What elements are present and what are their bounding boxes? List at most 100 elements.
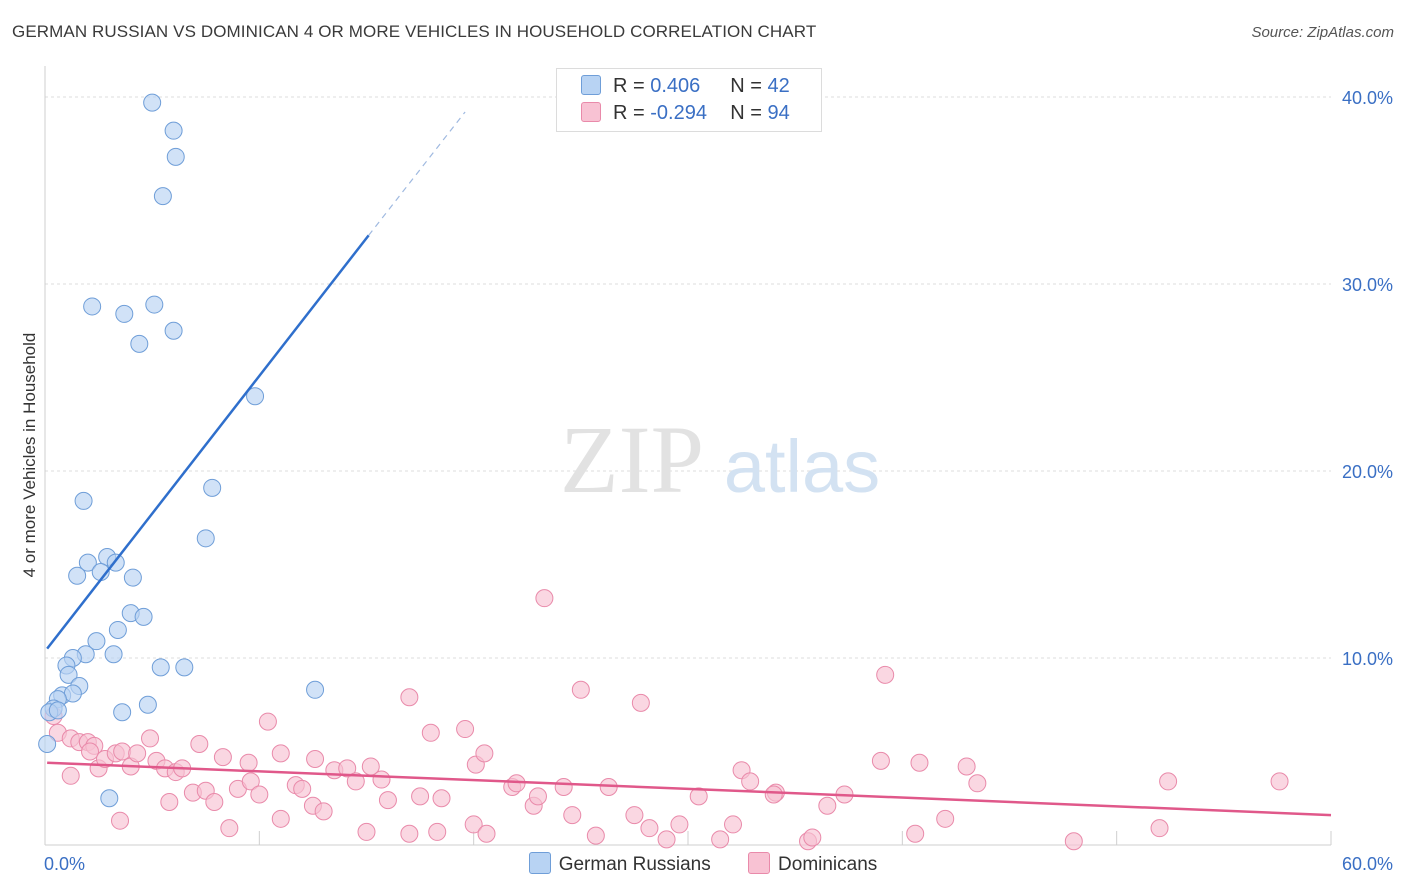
data-point <box>586 826 605 845</box>
data-point <box>314 802 333 821</box>
watermark: ZIP atlas <box>560 406 880 513</box>
data-point <box>220 819 239 838</box>
data-point <box>246 387 265 406</box>
data-point <box>203 478 222 497</box>
data-point <box>81 742 100 761</box>
legend-item-dominicans: Dominicans <box>748 852 877 876</box>
legend-item-german-russians: German Russians <box>528 852 711 876</box>
data-point <box>111 811 130 830</box>
n-value: 42 <box>767 75 790 97</box>
data-point <box>428 822 447 841</box>
r-value: -0.294 <box>650 102 707 124</box>
data-point <box>871 751 890 770</box>
data-point <box>271 744 290 763</box>
data-point <box>1270 772 1289 791</box>
data-point <box>357 822 376 841</box>
data-point <box>83 297 102 316</box>
data-point <box>138 695 157 714</box>
x-tick-label: 60.0% <box>1342 854 1393 874</box>
data-point <box>123 568 142 587</box>
data-point <box>160 792 179 811</box>
data-point <box>640 819 659 838</box>
data-point <box>205 792 224 811</box>
trend-lines <box>46 111 1332 817</box>
pink-swatch <box>581 102 601 122</box>
chart-title: GERMAN RUSSIAN VS DOMINICAN 4 OR MORE VE… <box>12 22 817 41</box>
data-point <box>464 815 483 834</box>
data-point <box>372 770 391 789</box>
data-point <box>250 785 269 804</box>
data-point <box>477 824 496 843</box>
data-point <box>876 665 895 684</box>
data-point <box>563 806 582 825</box>
y-tick-label: 20.0% <box>1342 462 1393 482</box>
legend-row-dominicans: R = -0.294 N = 94 <box>581 102 790 126</box>
data-point <box>421 723 440 742</box>
data-point <box>145 295 164 314</box>
data-point <box>631 693 650 712</box>
data-point <box>128 744 147 763</box>
data-point <box>306 749 325 768</box>
data-point <box>1150 819 1169 838</box>
data-point <box>724 815 743 834</box>
data-point <box>306 680 325 699</box>
tick-labels: 10.0% 20.0% 30.0% 40.0% 0.0% 60.0% <box>44 88 1393 874</box>
data-point <box>400 688 419 707</box>
data-point <box>141 729 160 748</box>
data-point <box>906 824 925 843</box>
data-point <box>936 809 955 828</box>
n-label: N = <box>730 75 768 97</box>
trend-line-extension <box>368 111 466 236</box>
legend-label: German Russians <box>558 854 711 875</box>
data-point <box>190 735 209 754</box>
data-point <box>239 753 258 772</box>
legend-label: Dominicans <box>778 854 878 875</box>
trend-line <box>47 761 1332 817</box>
data-point <box>166 147 185 166</box>
data-point <box>689 787 708 806</box>
data-point <box>528 787 547 806</box>
watermark-zip: ZIP <box>560 406 704 513</box>
data-point <box>48 701 67 720</box>
blue-swatch <box>528 852 551 874</box>
y-tick-label: 40.0% <box>1342 88 1393 108</box>
r-label: R = <box>613 75 651 97</box>
data-point <box>175 658 194 677</box>
data-point <box>108 620 127 639</box>
data-point <box>411 787 430 806</box>
data-point <box>1159 772 1178 791</box>
dominicans-points <box>44 589 1289 851</box>
data-point <box>241 772 260 791</box>
trend-line <box>46 234 370 650</box>
y-tick-label: 30.0% <box>1342 275 1393 295</box>
german-russians-points <box>38 93 325 808</box>
data-point <box>134 607 153 626</box>
data-point <box>400 824 419 843</box>
series-legend: German Russians Dominicans <box>0 852 1406 876</box>
pink-swatch <box>748 852 771 874</box>
data-point <box>38 735 57 754</box>
data-point <box>1064 832 1083 851</box>
data-point <box>293 779 312 798</box>
legend-row-german-russians: R = 0.406 N = 42 <box>581 75 790 99</box>
data-point <box>258 712 277 731</box>
data-point <box>968 774 987 793</box>
data-point <box>164 321 183 340</box>
data-point <box>271 809 290 828</box>
data-point <box>475 744 494 763</box>
n-label: N = <box>730 102 768 124</box>
data-point <box>78 553 97 572</box>
source-label: Source: ZipAtlas.com <box>1251 24 1394 41</box>
data-point <box>59 665 78 684</box>
data-point <box>164 121 183 140</box>
data-point <box>432 789 451 808</box>
data-point <box>657 830 676 849</box>
data-point <box>554 778 573 797</box>
data-point <box>378 791 397 810</box>
data-point <box>63 684 82 703</box>
data-point <box>104 645 123 664</box>
data-point <box>74 491 93 510</box>
data-point <box>711 830 730 849</box>
data-point <box>670 815 689 834</box>
